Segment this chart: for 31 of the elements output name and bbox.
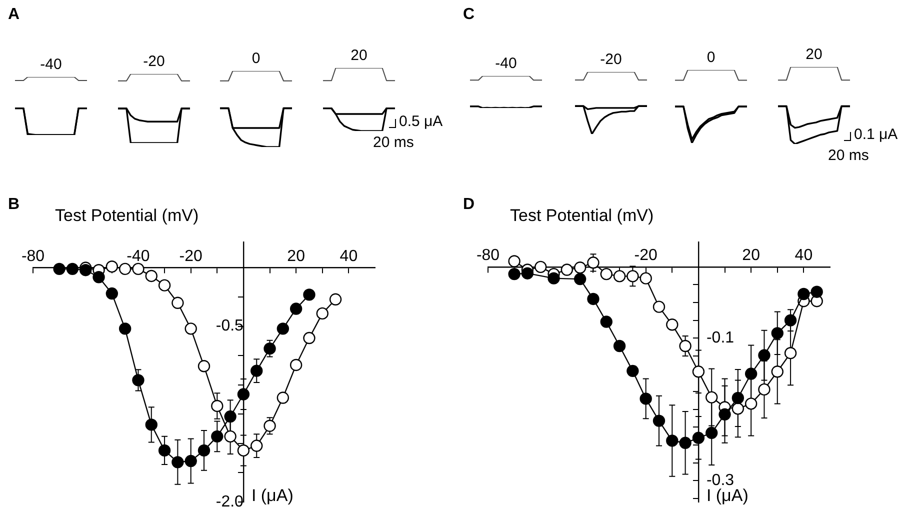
y-tick-label: -2.0 (216, 493, 244, 510)
x-tick-label: 20 (742, 246, 760, 264)
chart-title: D (463, 196, 475, 214)
chart-subtitle: -40 (39, 56, 63, 73)
chart-title: B (8, 196, 20, 214)
chart-subtitle: 20 (804, 46, 824, 63)
text: 0.1 μA (854, 126, 898, 143)
x-tick-label: -80 (21, 248, 45, 265)
x-axis-title: Test Potential (mV) (510, 206, 654, 226)
x-tick-label: -80 (476, 246, 500, 264)
chart-subtitle: 0 (706, 49, 716, 66)
chart-title: A (8, 6, 20, 24)
x-axis-title: Test Potential (mV) (55, 206, 199, 226)
chart-subtitle: 20 (350, 47, 368, 64)
x-tick-label: -20 (179, 248, 203, 265)
x-tick-label: 40 (340, 248, 358, 265)
x-tick-label: 20 (287, 248, 306, 265)
chart-subtitle: -20 (599, 51, 623, 68)
x-tick-label: 40 (794, 246, 813, 264)
chart-subtitle: 0 (250, 50, 262, 67)
chart-subtitle: -40 (494, 55, 518, 72)
y-tick-label: -0.1 (706, 330, 734, 347)
chart-subtitle: -20 (142, 53, 166, 70)
y-tick-label: -0.5 (216, 318, 244, 335)
text: 20 ms (373, 134, 414, 151)
text: 0.5 μA (399, 113, 443, 130)
chart-title: C (463, 6, 475, 24)
text: 20 ms (828, 147, 869, 164)
y-axis-title: I (μA) (251, 486, 294, 506)
x-tick-label: -40 (126, 248, 150, 265)
x-tick-label: -20 (634, 246, 658, 264)
